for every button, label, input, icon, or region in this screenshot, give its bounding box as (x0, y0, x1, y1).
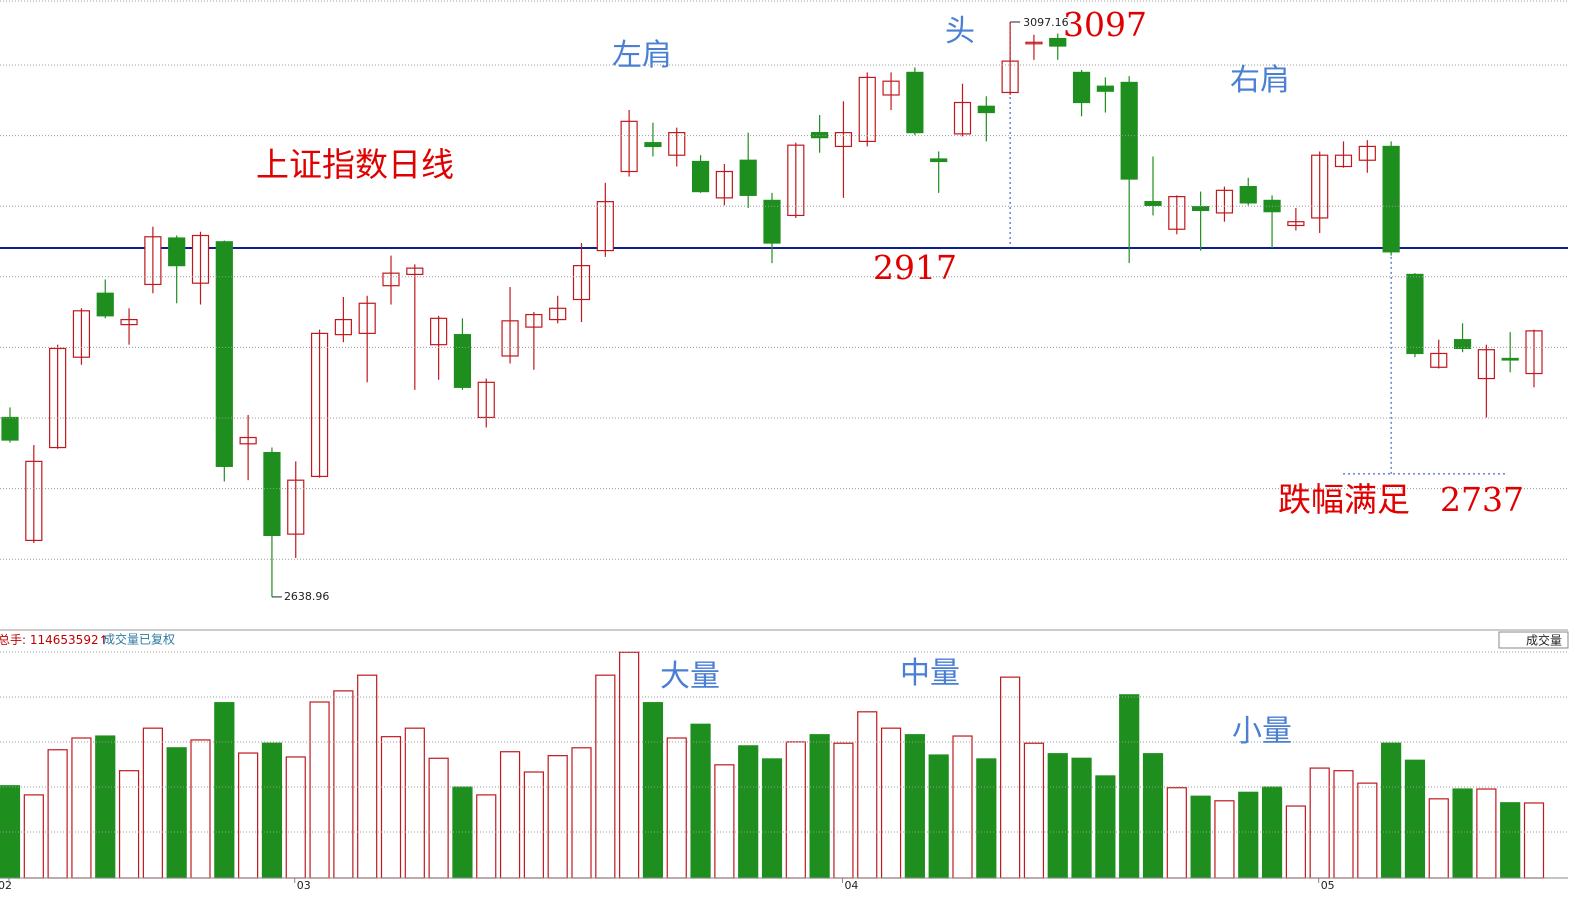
volume-bar (452, 786, 473, 879)
volume-bar (1261, 786, 1283, 879)
volume-bar (523, 771, 544, 879)
volume-bar (380, 736, 402, 879)
hline-label: 2917 (873, 248, 957, 287)
volume-bar (1047, 753, 1068, 879)
volume-bar (1119, 694, 1140, 879)
volume-bar (166, 747, 187, 879)
volume-bar (1404, 759, 1426, 879)
volume-bar (809, 734, 830, 879)
volume-bar (47, 749, 68, 879)
volume-bar (785, 741, 806, 879)
volume-bar (476, 794, 497, 879)
volume-bar (1476, 788, 1497, 879)
volume-bar (1000, 676, 1021, 879)
volume-bar (1166, 787, 1187, 879)
volume-bar (1428, 798, 1449, 879)
low-label: 2638.96 (284, 590, 330, 603)
volume-header-label: 总手: (0, 633, 26, 647)
annotation: 中量 (900, 656, 960, 691)
volume-bar (428, 757, 449, 879)
volume-bar (95, 735, 116, 879)
volume-bar (642, 702, 664, 879)
volume-bar (761, 758, 783, 879)
x-tick-label: 03 (297, 879, 311, 892)
target-value: 2737 (1440, 480, 1524, 519)
volume-bar (595, 674, 616, 879)
volume-bar (142, 727, 163, 879)
volume-bar (714, 764, 735, 879)
volume-bar (404, 727, 425, 879)
volume-bar (690, 723, 711, 879)
annotation: 右肩 (1230, 63, 1290, 98)
volume-bar (666, 737, 687, 879)
volume-header: 总手: 114653592↑ (0, 633, 109, 647)
volume-note: 成交量已复权 (103, 632, 175, 647)
annotation: 左肩 (612, 38, 672, 73)
volume-bar (928, 754, 949, 879)
x-tick-label: 04 (844, 879, 858, 892)
volume-bar (499, 751, 521, 879)
volume-bar (1452, 788, 1473, 879)
x-tick-label: 05 (1321, 879, 1335, 892)
volume-bar (1095, 775, 1116, 879)
volume-bar (833, 742, 854, 879)
volume-bar (1500, 802, 1521, 879)
volume-bar (238, 752, 259, 879)
volume-bar (619, 651, 640, 879)
volume-bar (952, 735, 973, 879)
volume-bar (1214, 800, 1235, 879)
volume-bar (261, 742, 283, 879)
x-tick-label: 02 (0, 879, 12, 892)
volume-bar (904, 734, 925, 879)
volume-bar (23, 794, 44, 879)
volume-bar (976, 758, 997, 879)
annotation: 头 (945, 14, 975, 49)
volume-bar (738, 745, 759, 879)
chart-title: 上证指数日线 (256, 145, 454, 184)
volume-bar (309, 701, 330, 879)
volume-bar (547, 755, 568, 879)
volume-arrow: ↑ (99, 633, 109, 647)
volume-bar (1285, 805, 1306, 879)
volume-bar (333, 690, 354, 879)
volume-bar (1381, 742, 1402, 879)
volume-bar (285, 756, 306, 879)
volume-bar (1023, 742, 1045, 879)
volume-bar (1523, 802, 1545, 879)
volume-total: 114653592 (30, 633, 99, 647)
annotation: 3097 (1063, 5, 1147, 44)
volume-button-label[interactable]: 成交量 (1526, 633, 1562, 648)
volume-bar (1190, 795, 1211, 879)
high-label: 3097.16 (1023, 16, 1069, 29)
volume-bar (1357, 782, 1378, 879)
volume-bar (1071, 757, 1092, 879)
volume-bar (1238, 791, 1259, 879)
volume-bar (1309, 767, 1330, 879)
volume-bar (357, 674, 378, 879)
volume-bar (880, 727, 902, 879)
volume-bar (1142, 753, 1164, 879)
target-label: 跌幅满足 (1278, 480, 1410, 519)
annotation: 大量 (660, 659, 720, 694)
volume-bar (71, 737, 92, 879)
volume-button[interactable] (1498, 631, 1569, 649)
volume-bar (857, 711, 878, 879)
annotation: 小量 (1232, 714, 1292, 749)
volume-bar (190, 739, 211, 879)
volume-bar (214, 702, 235, 879)
volume-bar (571, 747, 592, 879)
